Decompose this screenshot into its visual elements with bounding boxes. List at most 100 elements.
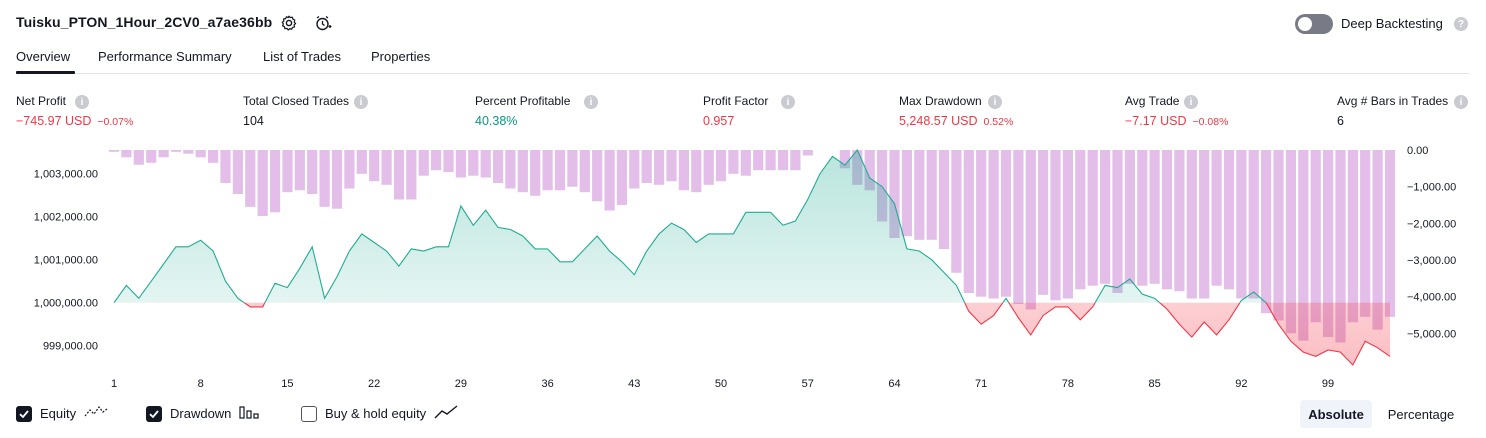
drawdown-bar: [1384, 150, 1396, 317]
tab-list-of-trades[interactable]: List of Trades: [263, 49, 342, 64]
x-axis-tick: 85: [1148, 378, 1160, 390]
drawdown-bar: [133, 150, 144, 165]
drawdown-bar: [517, 150, 528, 193]
legend-drawdown[interactable]: Drawdown: [146, 404, 261, 423]
tab-properties[interactable]: Properties: [371, 49, 431, 64]
drawdown-bar: [703, 150, 714, 185]
equity-checkbox[interactable]: [16, 405, 32, 422]
deep-backtesting-label: Deep Backtesting: [1341, 16, 1443, 31]
drawdown-bar: [1236, 150, 1247, 299]
x-axis-tick: 36: [541, 378, 553, 390]
drawdown-bar: [715, 150, 727, 182]
stat-value-percent: −0.08%: [1192, 116, 1229, 128]
drawdown-bar: [678, 150, 689, 191]
info-icon[interactable]: i: [354, 95, 368, 109]
absolute-mode-button[interactable]: Absolute: [1300, 400, 1372, 428]
x-axis-tick: 15: [281, 378, 293, 390]
drawdown-bar: [554, 150, 566, 191]
legend-equity[interactable]: Equity: [16, 404, 108, 423]
tab-overview[interactable]: Overview: [16, 49, 71, 64]
drawdown-bar: [1298, 150, 1309, 341]
right-axis-tick: −2,000.00: [1407, 218, 1456, 230]
x-axis-tick: 29: [455, 378, 467, 390]
percentage-mode-button[interactable]: Percentage: [1387, 406, 1455, 422]
drawdown-bar: [629, 150, 640, 189]
info-icon[interactable]: i: [1184, 95, 1198, 109]
drawdown-bar: [468, 150, 479, 176]
drawdown-bars-icon: [239, 404, 261, 423]
stat-label-5: Avg Trade: [1125, 94, 1179, 108]
drawdown-bar: [604, 150, 615, 211]
drawdown-bar: [282, 150, 293, 193]
info-icon[interactable]: i: [781, 95, 795, 109]
legend-buy-hold[interactable]: Buy & hold equity: [301, 404, 458, 423]
equity-line: [113, 148, 1267, 303]
drawdown-bar: [1360, 150, 1371, 317]
drawdown-bar: [1124, 150, 1135, 284]
stat-label-2: Percent Profitable: [475, 94, 570, 108]
drawdown-bar: [1100, 150, 1111, 284]
drawdown-bar: [988, 150, 999, 299]
drawdown-bar: [666, 150, 677, 182]
drawdown-bar: [691, 150, 702, 193]
x-axis-tick: 50: [715, 378, 727, 390]
drawdown-bar: [938, 150, 950, 249]
drawdown-bar: [579, 150, 590, 193]
info-icon[interactable]: i: [75, 95, 89, 109]
drawdown-bar: [1199, 150, 1210, 299]
stat-value-4: 5,248.57 USD 0.52%: [899, 114, 1013, 128]
drawdown-bar: [951, 150, 962, 273]
stat-label-4: Max Drawdown: [899, 94, 982, 108]
drawdown-bar: [1174, 150, 1185, 292]
drawdown-bar: [1025, 150, 1036, 310]
tab-performance-summary[interactable]: Performance Summary: [98, 49, 232, 64]
drawdown-checkbox[interactable]: [146, 405, 162, 422]
strategy-title: Tuisku_PTON_1Hour_2CV0_a7ae36bb: [16, 14, 273, 30]
stat-label-text: Total Closed Trades: [243, 94, 350, 108]
drawdown-bar: [616, 150, 627, 205]
x-axis-tick: 64: [888, 378, 900, 390]
drawdown-bar: [406, 150, 417, 200]
info-icon[interactable]: i: [988, 95, 1002, 109]
drawdown-bar: [914, 150, 925, 240]
drawdown-bar: [418, 150, 429, 176]
drawdown-bar: [1112, 150, 1123, 293]
drawdown-bar: [1050, 150, 1061, 301]
stat-label-text: Percent Profitable: [475, 94, 571, 108]
drawdown-bar: [654, 150, 665, 185]
info-icon[interactable]: i: [584, 95, 598, 109]
drawdown-bar: [344, 150, 355, 189]
buy-hold-checkbox[interactable]: [301, 405, 317, 422]
right-axis-tick: −5,000.00: [1407, 328, 1456, 340]
equity-line-icon: [84, 404, 108, 423]
settings-gear-icon[interactable]: [279, 13, 299, 33]
drawdown-bar: [158, 150, 169, 158]
stat-label-text: Avg # Bars in Trades: [1337, 94, 1449, 108]
drawdown-bar: [1248, 150, 1259, 299]
x-axis-tick: 57: [802, 378, 814, 390]
x-axis-tick: 92: [1235, 378, 1247, 390]
stat-value-2: 40.38%: [475, 114, 517, 128]
stat-value-1: 104: [243, 114, 264, 128]
drawdown-bar: [505, 150, 516, 189]
x-axis-tick: 78: [1062, 378, 1074, 390]
drawdown-bar: [963, 150, 974, 293]
left-axis-tick: 1,000,000.00: [34, 298, 98, 310]
add-alert-clock-icon[interactable]: [313, 13, 333, 33]
drawdown-bar: [1372, 150, 1383, 330]
drawdown-bar: [1335, 150, 1346, 343]
help-icon[interactable]: ?: [1454, 17, 1468, 31]
drawdown-bar: [369, 150, 380, 182]
drawdown-bar: [1186, 150, 1197, 299]
tabs-divider: [16, 73, 1469, 74]
x-axis-tick: 22: [368, 378, 380, 390]
deep-backtesting-toggle[interactable]: [1295, 14, 1333, 34]
drawdown-bar: [183, 150, 194, 154]
stat-label-3: Profit Factor: [703, 94, 768, 108]
info-icon[interactable]: i: [1454, 95, 1468, 109]
drawdown-bar: [1223, 150, 1235, 290]
stat-value-main: 40.38%: [475, 114, 518, 128]
drawdown-bar: [1087, 150, 1098, 286]
drawdown-bar: [356, 150, 367, 174]
drawdown-bar: [1000, 150, 1012, 297]
